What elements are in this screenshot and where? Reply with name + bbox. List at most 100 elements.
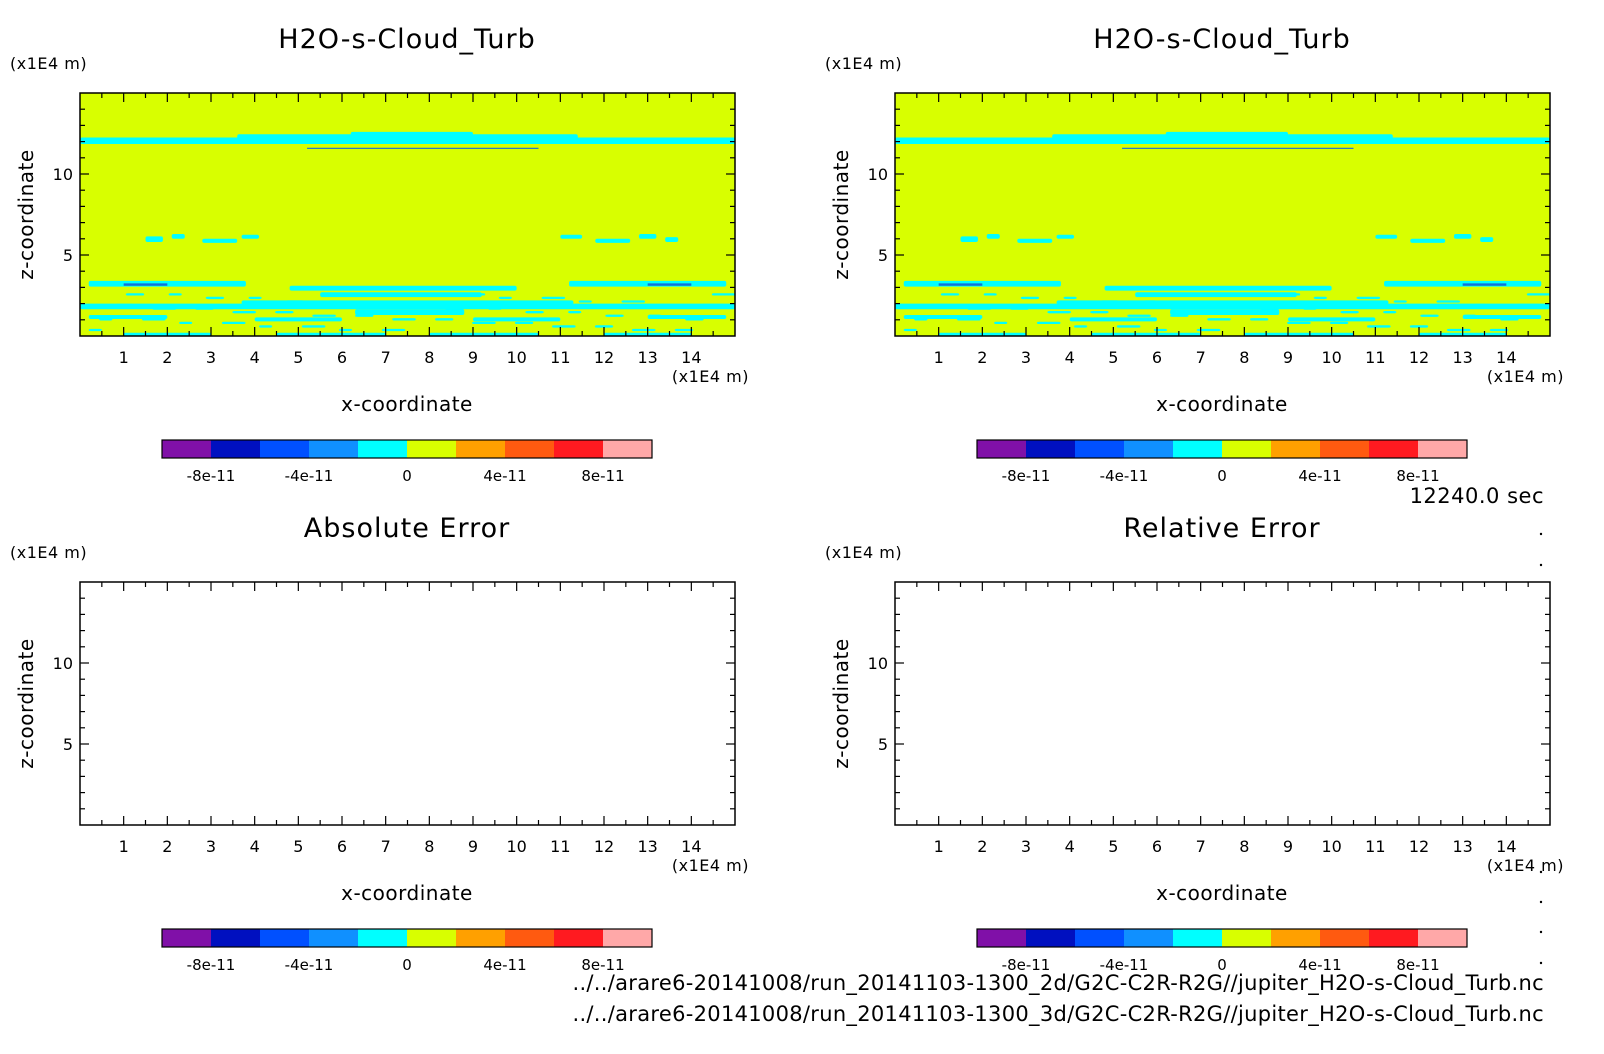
x-tick-label: 6 — [1152, 837, 1162, 856]
field-contour — [594, 325, 614, 328]
field-contour — [1367, 325, 1391, 328]
colorbar-swatch — [1222, 929, 1271, 947]
chart-title: Absolute Error — [304, 513, 510, 544]
colorbar-swatch — [1026, 440, 1075, 458]
x-tick-label: 6 — [1152, 348, 1162, 367]
field-contour — [1010, 307, 1029, 310]
colorbar-frame — [161, 928, 653, 948]
field-contour — [903, 328, 917, 332]
colorbar-swatch — [162, 440, 211, 458]
field-contour — [1313, 296, 1327, 300]
field-contour — [355, 309, 465, 315]
field-contour — [1260, 307, 1279, 310]
colorbar-swatch — [603, 929, 652, 947]
colorbar-tick-label: -8e-11 — [1002, 956, 1051, 974]
field-contour — [1047, 311, 1071, 314]
colorbar-swatch — [358, 440, 407, 458]
y-tick-label: 5 — [878, 246, 888, 265]
colorbar-swatch — [554, 929, 603, 947]
colorbar-swatch — [1124, 929, 1173, 947]
field-contour — [1122, 147, 1354, 149]
field-contour — [355, 314, 374, 317]
colorbar-swatch — [260, 440, 309, 458]
colorbar-tick-label: -8e-11 — [187, 467, 236, 485]
field-contour — [473, 317, 561, 322]
x-tick-label: 9 — [468, 837, 478, 856]
colorbar-swatch — [1124, 440, 1173, 458]
field-contour — [525, 311, 544, 314]
field-contour — [1165, 131, 1288, 139]
colorbar-swatch — [1418, 929, 1467, 947]
y-tick-label: 5 — [63, 735, 73, 754]
colorbar-tick-label: -4e-11 — [285, 467, 334, 485]
colorbar-swatch — [977, 929, 1026, 947]
field-contour — [276, 332, 386, 336]
x-unit-label: (x1E4 m) — [672, 367, 749, 386]
field-contour — [605, 314, 624, 317]
x-tick-label: 14 — [681, 837, 701, 856]
colorbar-tick-label: 4e-11 — [1298, 956, 1341, 974]
field-contour — [205, 296, 225, 300]
field-contour — [275, 311, 294, 314]
field-contour — [320, 292, 482, 298]
field-contour — [1074, 325, 1088, 328]
field-contour — [1356, 296, 1381, 300]
x-unit-label: (x1E4 m) — [1487, 367, 1564, 386]
field-contour — [1276, 293, 1301, 296]
colorbar-swatch — [162, 929, 211, 947]
field-contour — [914, 318, 928, 321]
field-contour — [1127, 314, 1151, 317]
field-contour — [445, 307, 464, 310]
field-contour — [307, 147, 539, 149]
colorbar-swatch — [456, 929, 505, 947]
colorbar-swatch — [309, 929, 358, 947]
field-contour — [350, 131, 473, 139]
field-contour — [1410, 238, 1446, 243]
field-contour — [312, 314, 336, 317]
field-contour — [1500, 318, 1519, 321]
field-contour — [435, 318, 454, 321]
field-contour — [1303, 307, 1317, 310]
field-contour — [285, 300, 305, 303]
field-contour — [938, 283, 983, 286]
colorbar-frame — [976, 928, 1468, 948]
field-contour — [960, 236, 978, 243]
field-contour — [994, 321, 1008, 325]
field-contour — [1250, 318, 1269, 321]
chart-title: H2O-s-Cloud_Turb — [278, 24, 535, 55]
colorbar-swatch — [1369, 929, 1418, 947]
field-contour — [1056, 300, 1389, 305]
colorbar-swatch — [554, 440, 603, 458]
x-tick-label: 5 — [293, 348, 303, 367]
x-tick-label: 3 — [1021, 348, 1031, 367]
field-contour — [80, 303, 735, 310]
x-tick-label: 5 — [1108, 348, 1118, 367]
field-contour — [1223, 303, 1237, 307]
field-contour — [903, 314, 983, 319]
field-contour — [1393, 300, 1407, 303]
field-contour — [488, 307, 502, 310]
field-contour — [472, 321, 496, 325]
chart-panel: Relative Error(x1E4 m)1 2 3 4 5 6 7 8 9 10 11 12 13 1… — [825, 513, 1564, 974]
colorbar-tick-label: -4e-11 — [285, 956, 334, 974]
field-contour — [1453, 233, 1472, 239]
field-contour — [1329, 321, 1349, 325]
field-contour — [1340, 311, 1359, 314]
x-tick-label: 1 — [934, 348, 944, 367]
field-contour — [1143, 300, 1157, 303]
colorbar-swatch — [1173, 440, 1222, 458]
colorbar-tick-label: 8e-11 — [581, 956, 624, 974]
colorbar-tick-label: 8e-11 — [1396, 467, 1439, 485]
colorbar-swatch — [1075, 440, 1124, 458]
field-contour — [648, 314, 662, 317]
field-contour — [631, 328, 656, 332]
field-contour — [171, 233, 185, 239]
colorbar-swatch — [1271, 440, 1320, 458]
field-contour — [1489, 328, 1509, 332]
field-contour — [665, 237, 679, 243]
x-tick-label: 11 — [1365, 837, 1385, 856]
x-tick-label: 13 — [637, 837, 657, 856]
colorbar-tick-label: 0 — [402, 467, 412, 485]
chart-panel: Absolute Error(x1E4 m)1 2 3 4 5 6 7 8 9 10 11 12 13 1… — [10, 513, 749, 974]
